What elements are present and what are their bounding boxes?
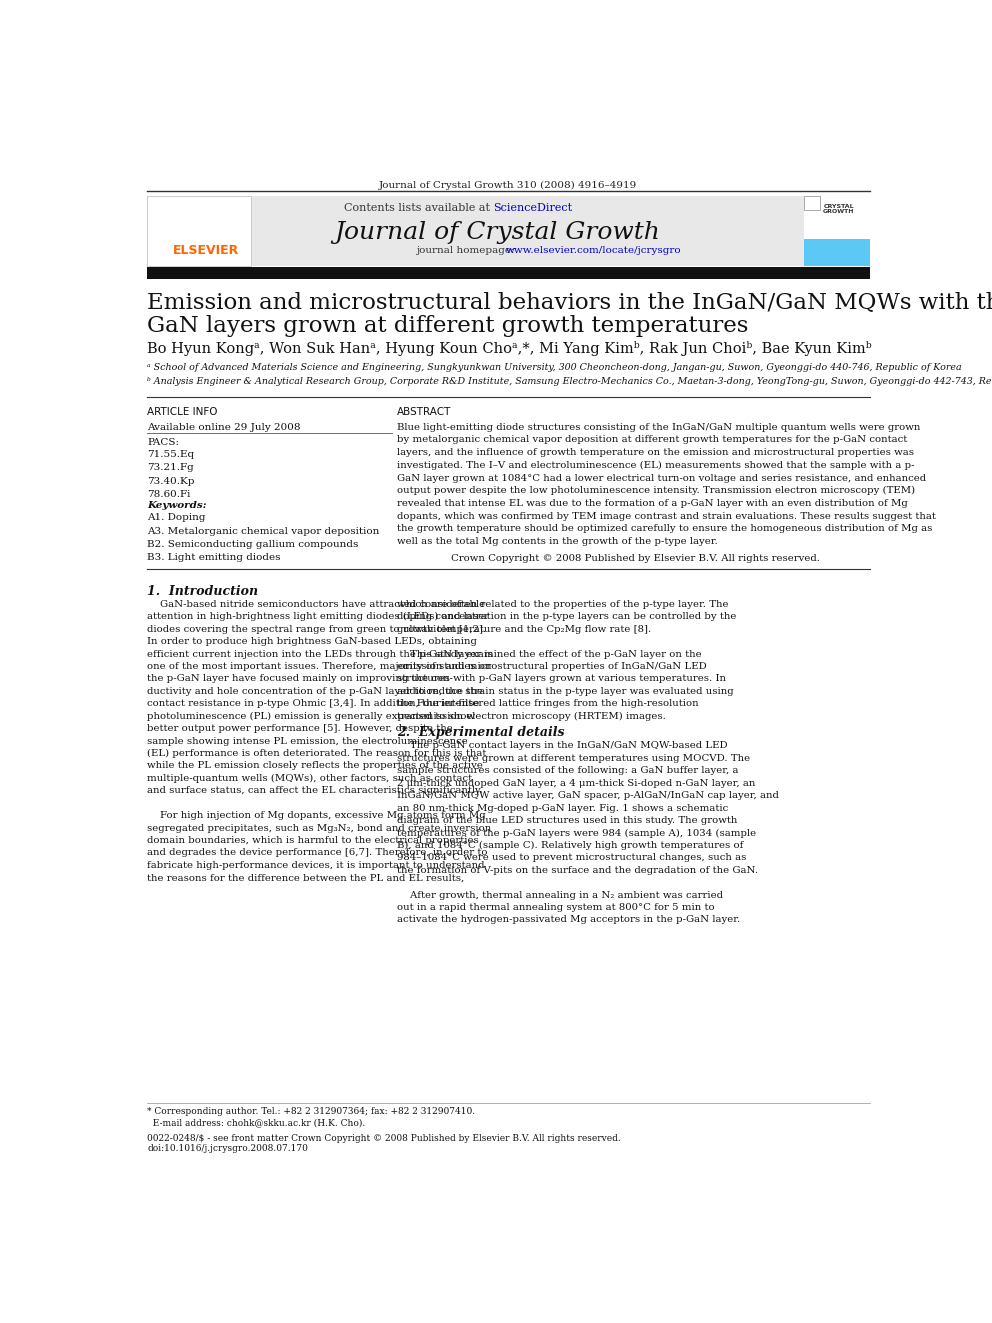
Text: ᵇ Analysis Engineer & Analytical Research Group, Corporate R&D Institute, Samsun: ᵇ Analysis Engineer & Analytical Researc… (147, 377, 992, 386)
Text: * Corresponding author. Tel.: +82 2 312907364; fax: +82 2 312907410.: * Corresponding author. Tel.: +82 2 3129… (147, 1107, 475, 1117)
Text: temperatures of the p-GaN layers were 984 (sample A), 1034 (sample: temperatures of the p-GaN layers were 98… (397, 828, 756, 837)
Text: doping concentration in the p-type layers can be controlled by the: doping concentration in the p-type layer… (397, 613, 736, 622)
Text: revealed that intense EL was due to the formation of a p-GaN layer with an even : revealed that intense EL was due to the … (397, 499, 908, 508)
Text: ScienceDirect: ScienceDirect (493, 202, 572, 213)
Text: fabricate high-performance devices, it is important to understand: fabricate high-performance devices, it i… (147, 861, 484, 869)
Text: the Fourier-filtered lattice fringes from the high-resolution: the Fourier-filtered lattice fringes fro… (397, 700, 698, 708)
Text: structures with p-GaN layers grown at various temperatures. In: structures with p-GaN layers grown at va… (397, 675, 726, 684)
Text: 71.55.Eq: 71.55.Eq (147, 450, 194, 459)
Text: After growth, thermal annealing in a N₂ ambient was carried: After growth, thermal annealing in a N₂ … (397, 890, 723, 900)
Text: while the PL emission closely reflects the properties of the active: while the PL emission closely reflects t… (147, 762, 483, 770)
Text: domain boundaries, which is harmful to the electrical properties: domain boundaries, which is harmful to t… (147, 836, 479, 845)
Text: an 80 nm-thick Mg-doped p-GaN layer. Fig. 1 shows a schematic: an 80 nm-thick Mg-doped p-GaN layer. Fig… (397, 803, 728, 812)
FancyBboxPatch shape (147, 196, 251, 266)
Text: 2.  Experimental details: 2. Experimental details (397, 726, 564, 740)
FancyBboxPatch shape (805, 196, 819, 209)
Text: Journal of Crystal Growth 310 (2008) 4916–4919: Journal of Crystal Growth 310 (2008) 491… (379, 181, 638, 191)
Text: ABSTRACT: ABSTRACT (397, 407, 451, 417)
Text: well as the total Mg contents in the growth of the p-type layer.: well as the total Mg contents in the gro… (397, 537, 717, 546)
Text: journal homepage:: journal homepage: (417, 246, 518, 254)
Text: 2 μm-thick undoped GaN layer, a 4 μm-thick Si-doped n-GaN layer, an: 2 μm-thick undoped GaN layer, a 4 μm-thi… (397, 779, 755, 787)
Text: Emission and microstructural behaviors in the InGaN/GaN MQWs with the p-: Emission and microstructural behaviors i… (147, 292, 992, 314)
Text: InGaN/GaN MQW active layer, GaN spacer, p-AlGaN/InGaN cap layer, and: InGaN/GaN MQW active layer, GaN spacer, … (397, 791, 779, 800)
Text: and surface status, can affect the EL characteristics significantly.: and surface status, can affect the EL ch… (147, 786, 483, 795)
Text: Journal of Crystal Growth: Journal of Crystal Growth (334, 221, 660, 243)
Text: Contents lists available at: Contents lists available at (343, 202, 493, 213)
FancyBboxPatch shape (147, 267, 870, 279)
Text: one of the most important issues. Therefore, majority of studies on: one of the most important issues. Theref… (147, 662, 492, 671)
Text: sample structures consisted of the following: a GaN buffer layer, a: sample structures consisted of the follo… (397, 766, 738, 775)
Text: the formation of V-pits on the surface and the degradation of the GaN.: the formation of V-pits on the surface a… (397, 865, 758, 875)
Text: (EL) performance is often deteriorated. The reason for this is that: (EL) performance is often deteriorated. … (147, 749, 486, 758)
Text: CRYSTAL
GROWTH: CRYSTAL GROWTH (823, 204, 855, 214)
Text: 0022-0248/$ - see front matter Crown Copyright © 2008 Published by Elsevier B.V.: 0022-0248/$ - see front matter Crown Cop… (147, 1134, 621, 1143)
Text: In order to produce high brightness GaN-based LEDs, obtaining: In order to produce high brightness GaN-… (147, 638, 477, 646)
Text: the p-GaN layer have focused mainly on improving the con-: the p-GaN layer have focused mainly on i… (147, 675, 453, 684)
Text: GaN-based nitride semiconductors have attracted considerable: GaN-based nitride semiconductors have at… (147, 599, 485, 609)
Text: better output power performance [5]. However, despite the: better output power performance [5]. How… (147, 724, 452, 733)
Text: 984–1084°C were used to prevent microstructural changes, such as: 984–1084°C were used to prevent microstr… (397, 853, 746, 863)
Text: growth temperature and the Cp₂Mg flow rate [8].: growth temperature and the Cp₂Mg flow ra… (397, 624, 651, 634)
Text: A3. Metalorganic chemical vapor deposition: A3. Metalorganic chemical vapor depositi… (147, 527, 379, 536)
Text: ductivity and hole concentration of the p-GaN layer to reduce the: ductivity and hole concentration of the … (147, 687, 483, 696)
Text: ARTICLE INFO: ARTICLE INFO (147, 407, 217, 417)
Text: segregated precipitates, such as Mg₃N₂, bond and create inversion: segregated precipitates, such as Mg₃N₂, … (147, 824, 491, 832)
Text: sample showing intense PL emission, the electroluminescence: sample showing intense PL emission, the … (147, 737, 468, 746)
Text: For high injection of Mg dopants, excessive Mg atoms form Mg: For high injection of Mg dopants, excess… (147, 811, 486, 820)
FancyBboxPatch shape (805, 196, 870, 266)
Text: PACS:: PACS: (147, 438, 180, 447)
Text: addition, the strain status in the p-type layer was evaluated using: addition, the strain status in the p-typ… (397, 687, 733, 696)
Text: multiple-quantum wells (MQWs), other factors, such as contact: multiple-quantum wells (MQWs), other fac… (147, 774, 472, 783)
Text: www.elsevier.com/locate/jcrysgro: www.elsevier.com/locate/jcrysgro (506, 246, 682, 254)
Text: 78.60.Fi: 78.60.Fi (147, 490, 190, 499)
Text: the growth temperature should be optimized carefully to ensure the homogeneous d: the growth temperature should be optimiz… (397, 524, 932, 533)
Text: Keywords:: Keywords: (147, 501, 206, 511)
Text: attention in high-brightness light emitting diodes (LEDs) and laser: attention in high-brightness light emitt… (147, 613, 489, 622)
Text: which are often related to the properties of the p-type layer. The: which are often related to the propertie… (397, 599, 728, 609)
Text: B), and 1084°C (sample C). Relatively high growth temperatures of: B), and 1084°C (sample C). Relatively hi… (397, 841, 743, 849)
Text: emission and microstructural properties of InGaN/GaN LED: emission and microstructural properties … (397, 662, 706, 671)
Text: by metalorganic chemical vapor deposition at different growth temperatures for t: by metalorganic chemical vapor depositio… (397, 435, 907, 445)
Text: transmission electron microscopy (HRTEM) images.: transmission electron microscopy (HRTEM)… (397, 712, 666, 721)
Text: investigated. The I–V and electroluminescence (EL) measurements showed that the : investigated. The I–V and electrolumines… (397, 460, 915, 470)
Text: ELSEVIER: ELSEVIER (173, 243, 239, 257)
Text: activate the hydrogen-passivated Mg acceptors in the p-GaN layer.: activate the hydrogen-passivated Mg acce… (397, 916, 740, 925)
Text: diodes covering the spectral range from green to ultraviolet [1,2].: diodes covering the spectral range from … (147, 624, 486, 634)
Text: 73.40.Kp: 73.40.Kp (147, 476, 194, 486)
Text: Crown Copyright © 2008 Published by Elsevier B.V. All rights reserved.: Crown Copyright © 2008 Published by Else… (450, 554, 819, 564)
Text: dopants, which was confirmed by TEM image contrast and strain evaluations. These: dopants, which was confirmed by TEM imag… (397, 512, 935, 521)
Text: The p-GaN contact layers in the InGaN/GaN MQW-based LED: The p-GaN contact layers in the InGaN/Ga… (397, 741, 727, 750)
Text: 73.21.Fg: 73.21.Fg (147, 463, 193, 472)
Text: efficient current injection into the LEDs through the p-GaN layer is: efficient current injection into the LED… (147, 650, 493, 659)
Text: This study examined the effect of the p-GaN layer on the: This study examined the effect of the p-… (397, 650, 701, 659)
Text: A1. Doping: A1. Doping (147, 513, 205, 523)
Text: and degrades the device performance [6,7]. Therefore, in order to: and degrades the device performance [6,7… (147, 848, 487, 857)
Text: output power despite the low photoluminescence intensity. Transmission electron : output power despite the low photolumine… (397, 487, 915, 495)
Text: Available online 29 July 2008: Available online 29 July 2008 (147, 422, 301, 431)
Text: Bo Hyun Kongᵃ, Won Suk Hanᵃ, Hyung Koun Choᵃ,*, Mi Yang Kimᵇ, Rak Jun Choiᵇ, Bae: Bo Hyun Kongᵃ, Won Suk Hanᵃ, Hyung Koun … (147, 341, 872, 356)
Text: structures were grown at different temperatures using MOCVD. The: structures were grown at different tempe… (397, 754, 750, 763)
FancyBboxPatch shape (147, 196, 805, 266)
Text: GaN layer grown at 1084°C had a lower electrical turn-on voltage and series resi: GaN layer grown at 1084°C had a lower el… (397, 474, 927, 483)
Text: B3. Light emitting diodes: B3. Light emitting diodes (147, 553, 281, 562)
Text: contact resistance in p-type Ohmic [3,4]. In addition, the intense: contact resistance in p-type Ohmic [3,4]… (147, 700, 479, 708)
FancyBboxPatch shape (805, 239, 870, 266)
Text: E-mail address: chohk@skku.ac.kr (H.K. Cho).: E-mail address: chohk@skku.ac.kr (H.K. C… (147, 1118, 365, 1127)
Text: doi:10.1016/j.jcrysgro.2008.07.170: doi:10.1016/j.jcrysgro.2008.07.170 (147, 1144, 308, 1152)
Text: 1.  Introduction: 1. Introduction (147, 585, 258, 598)
Text: out in a rapid thermal annealing system at 800°C for 5 min to: out in a rapid thermal annealing system … (397, 904, 714, 912)
Text: B2. Semiconducting gallium compounds: B2. Semiconducting gallium compounds (147, 540, 358, 549)
Text: ᵃ School of Advanced Materials Science and Engineering, Sungkyunkwan University,: ᵃ School of Advanced Materials Science a… (147, 363, 961, 372)
Text: the reasons for the difference between the PL and EL results,: the reasons for the difference between t… (147, 873, 464, 882)
Text: diagram of the blue LED structures used in this study. The growth: diagram of the blue LED structures used … (397, 816, 737, 826)
Text: layers, and the influence of growth temperature on the emission and microstructu: layers, and the influence of growth temp… (397, 448, 914, 456)
Text: Blue light-emitting diode structures consisting of the InGaN/GaN multiple quantu: Blue light-emitting diode structures con… (397, 422, 921, 431)
Text: photoluminescence (PL) emission is generally expected to show: photoluminescence (PL) emission is gener… (147, 712, 475, 721)
Text: GaN layers grown at different growth temperatures: GaN layers grown at different growth tem… (147, 315, 748, 336)
